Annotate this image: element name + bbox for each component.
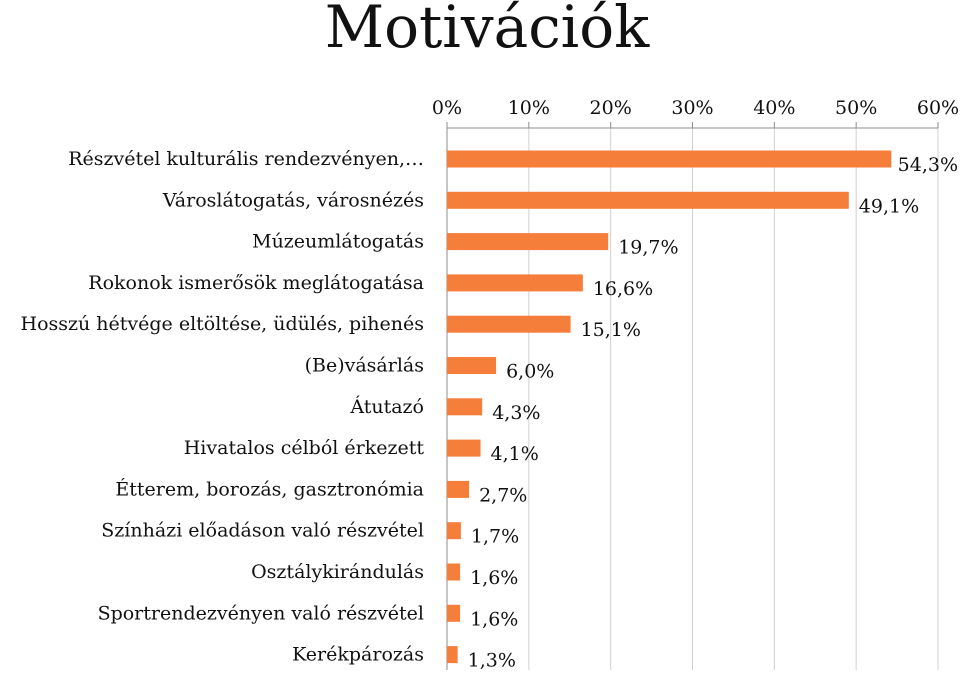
data-label: 6,0% xyxy=(506,361,554,383)
x-tick-label: 60% xyxy=(917,97,959,119)
bar xyxy=(447,398,483,416)
category-label: Hivatalos célból érkezett xyxy=(184,437,425,459)
data-label: 1,6% xyxy=(470,608,518,630)
bar xyxy=(447,439,481,457)
bar xyxy=(447,604,461,622)
bar xyxy=(447,315,571,333)
x-tick-label: 10% xyxy=(508,97,550,119)
category-label: Hosszú hétvége eltöltése, üdülés, pihené… xyxy=(21,313,425,335)
bar xyxy=(447,274,583,292)
bar xyxy=(447,522,461,540)
category-label: Osztálykirándulás xyxy=(251,561,424,583)
data-label: 2,7% xyxy=(479,484,527,506)
category-label: Kerékpározás xyxy=(292,644,424,666)
data-label: 19,7% xyxy=(618,237,678,259)
category-label: Színházi előadáson való részvétel xyxy=(101,520,424,542)
bar xyxy=(447,233,609,251)
data-label: 4,3% xyxy=(492,402,540,424)
category-label: Étterem, borozás, gasztronómia xyxy=(115,477,424,500)
x-tick-label: 20% xyxy=(590,97,632,119)
category-label: Sportrendezvényen való részvétel xyxy=(98,602,424,624)
data-label: 1,6% xyxy=(470,567,518,589)
x-axis-ticks: 0% 10% 20% 30% 40% 50% 60% xyxy=(432,97,959,119)
bar xyxy=(447,150,892,168)
bar xyxy=(447,191,849,209)
bar xyxy=(447,563,461,581)
chart-title: Motivációk xyxy=(325,0,650,61)
bar xyxy=(447,357,497,374)
value-labels: 54,3% 49,1% 19,7% 16,6% 15,1% 6,0% 4,3% 4,1% 2,7… xyxy=(468,154,958,672)
data-label: 15,1% xyxy=(581,319,641,341)
x-tick-label: 40% xyxy=(753,97,795,119)
data-label: 16,6% xyxy=(593,278,653,300)
category-label: Városlátogatás, városnézés xyxy=(162,189,424,211)
x-tick-label: 30% xyxy=(671,97,713,119)
category-labels: Részvétel kulturális rendezvényen,… Város… xyxy=(21,148,425,666)
data-label: 49,1% xyxy=(859,195,919,217)
bar xyxy=(447,480,470,498)
category-label: Múzeumlátogatás xyxy=(252,231,424,253)
x-tick-label: 0% xyxy=(432,97,462,119)
data-label: 1,7% xyxy=(471,526,519,548)
category-label: (Be)vásárlás xyxy=(305,355,424,377)
data-label: 54,3% xyxy=(898,154,958,176)
x-tick-label: 50% xyxy=(835,97,877,119)
category-label: Részvétel kulturális rendezvényen,… xyxy=(68,148,424,170)
data-label: 1,3% xyxy=(468,650,516,672)
bar xyxy=(447,646,458,664)
grid-lines xyxy=(446,122,939,670)
category-label: Átutazó xyxy=(349,395,424,418)
category-label: Rokonok ismerősök meglátogatása xyxy=(88,272,424,294)
bars xyxy=(447,150,892,664)
data-label: 4,1% xyxy=(491,443,539,465)
